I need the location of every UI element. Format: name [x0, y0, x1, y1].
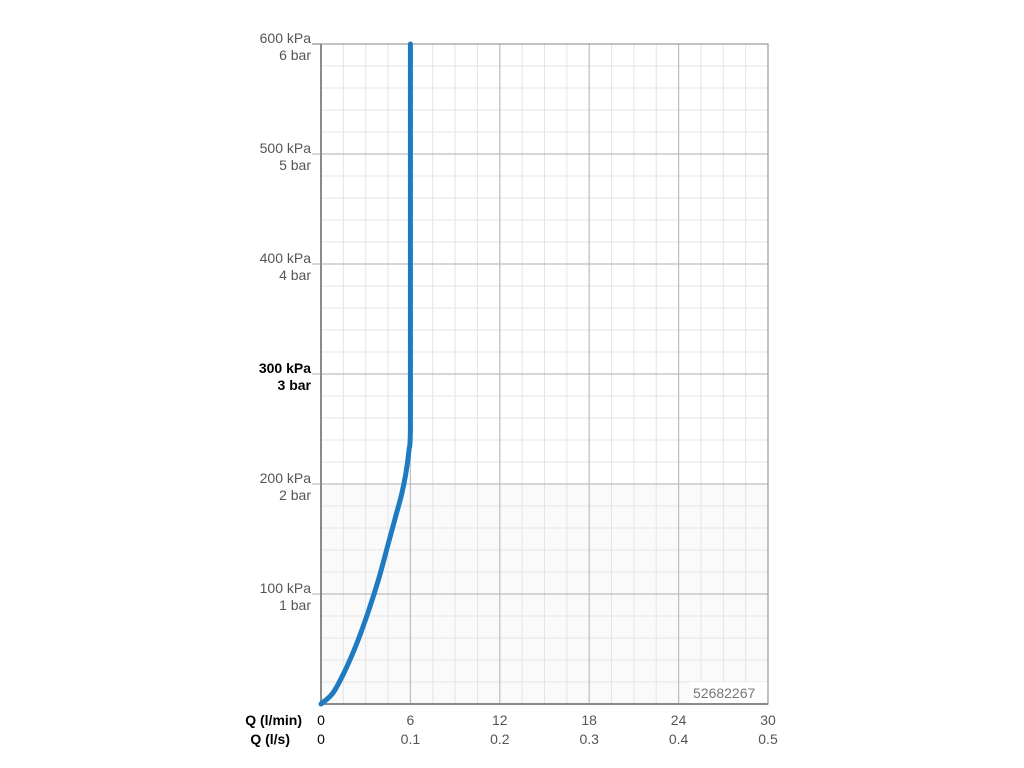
product-code-annotation: 52682267: [693, 685, 756, 701]
x-tick-label-ls: 0.1: [400, 731, 421, 747]
x-tick-label-ls: 0: [317, 731, 325, 747]
y-tick-label-kpa: 200 kPa: [259, 470, 311, 486]
x-tick-label-lmin: 0: [317, 712, 325, 728]
x-tick-label-ls: 0.4: [668, 731, 689, 747]
y-tick-label-kpa: 500 kPa: [259, 140, 311, 156]
x-tick-label-lmin: 24: [670, 712, 687, 728]
x-tick-label-lmin: 12: [492, 712, 508, 728]
x-tick-label-ls: 0.3: [579, 731, 599, 747]
y-tick-label-kpa: 400 kPa: [259, 250, 311, 266]
y-tick-label-kpa: 300 kPa: [258, 360, 311, 376]
x-axis-label-secondary: Q (l/s): [250, 731, 290, 747]
annotation-box: [690, 682, 767, 703]
x-axis-label-primary: Q (l/min): [245, 712, 302, 728]
x-tick-label-ls: 0.2: [490, 731, 510, 747]
y-tick-label-bar: 2 bar: [279, 487, 311, 503]
y-tick-label-bar: 6 bar: [279, 47, 311, 63]
y-tick-label-kpa: 100 kPa: [259, 580, 311, 596]
x-tick-label-lmin: 30: [760, 712, 776, 728]
x-tick-label-ls: 0.5: [758, 731, 778, 747]
y-tick-label-bar: 5 bar: [279, 157, 311, 173]
y-tick-label-bar: 3 bar: [277, 377, 311, 393]
pressure-flow-curve: [318, 41, 414, 707]
x-tick-label-lmin: 6: [406, 712, 415, 728]
y-tick-label-bar: 4 bar: [279, 267, 311, 283]
x-tick-label-lmin: 18: [581, 712, 597, 728]
y-tick-label-bar: 1 bar: [279, 597, 311, 613]
y-tick-label-kpa: 600 kPa: [259, 30, 311, 46]
